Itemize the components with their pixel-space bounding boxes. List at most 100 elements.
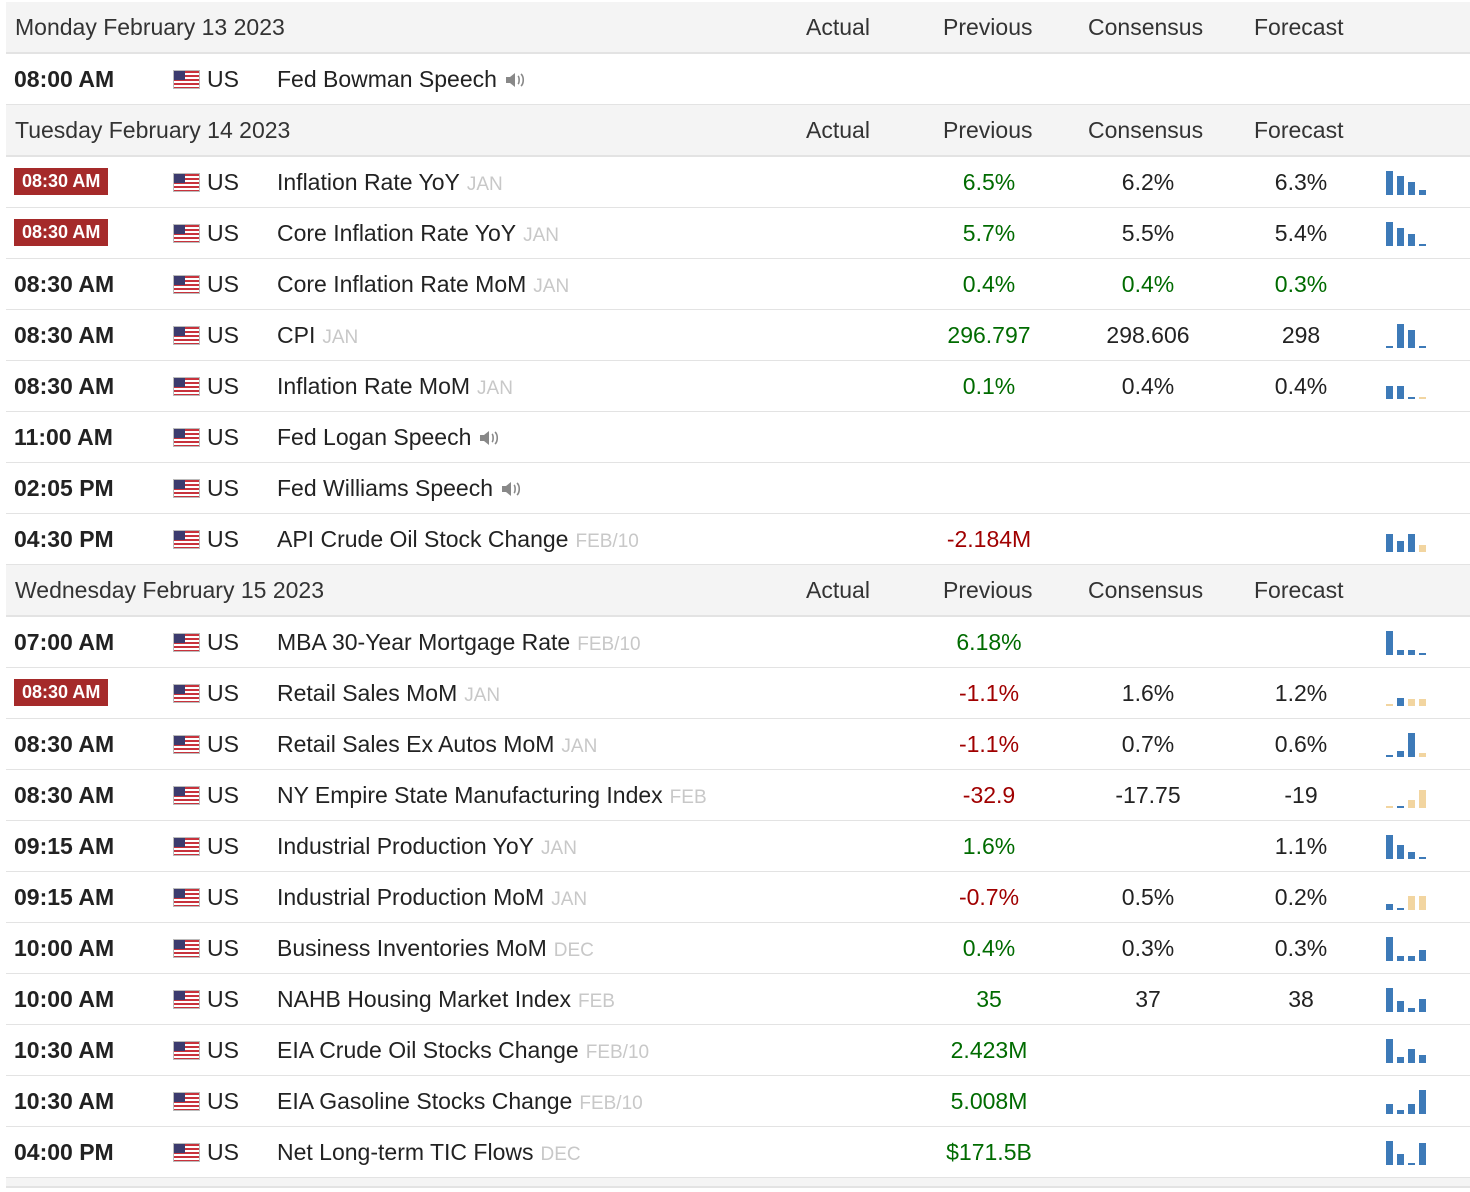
event-row[interactable]: 10:30 AM US EIA Gasoline Stocks Change FEB/… xyxy=(6,1076,1470,1127)
sparkline-bar xyxy=(1386,755,1393,757)
previous-value: 0.4% xyxy=(962,271,1016,297)
event-row[interactable]: 10:00 AM US NAHB Housing Market Index FEB 35… xyxy=(6,974,1470,1025)
sparkline-bar xyxy=(1408,733,1415,757)
event-name-link[interactable]: EIA Gasoline Stocks Change FEB/10 xyxy=(277,1088,643,1115)
sparkline-bar xyxy=(1419,857,1426,859)
event-time: 04:00 PM xyxy=(14,1139,114,1165)
column-header-consensus[interactable]: Consensus xyxy=(1088,14,1204,40)
event-row[interactable]: 08:30 AM US Retail Sales MoM JAN -1.1% 1.6% 1.… xyxy=(6,668,1470,719)
event-name-link[interactable]: Core Inflation Rate YoY JAN xyxy=(277,220,559,247)
sparkline-bar xyxy=(1397,1110,1404,1114)
event-row[interactable]: 11:00 AM US Fed Logan Speech xyxy=(6,412,1470,463)
sparkline-chart[interactable] xyxy=(1386,886,1432,910)
event-country: US xyxy=(207,424,239,450)
event-name: Net Long-term TIC Flows xyxy=(277,1139,534,1165)
sparkline-chart[interactable] xyxy=(1386,682,1432,706)
flag-canton xyxy=(174,1144,185,1153)
event-time-important: 08:30 AM xyxy=(14,219,109,246)
event-row[interactable]: 08:30 AM US NY Empire State Manufacturing … xyxy=(6,770,1470,821)
sparkline-bar xyxy=(1386,988,1393,1012)
column-header-previous[interactable]: Previous xyxy=(943,117,1033,143)
column-header-forecast[interactable]: Forecast xyxy=(1254,117,1344,143)
event-row[interactable]: 08:30 AM US Retail Sales Ex Autos MoM JAN -1… xyxy=(6,719,1470,770)
event-row[interactable]: 08:30 AM US Core Inflation Rate MoM JAN 0.4%… xyxy=(6,259,1470,310)
column-header-consensus[interactable]: Consensus xyxy=(1088,117,1204,143)
event-name-link[interactable]: Fed Williams Speech xyxy=(277,475,522,502)
event-name-link[interactable]: Retail Sales MoM JAN xyxy=(277,680,500,707)
column-header-actual[interactable]: Actual xyxy=(806,577,870,603)
us-flag-icon xyxy=(173,888,200,907)
sparkline-chart[interactable] xyxy=(1386,1141,1432,1165)
sparkline-chart[interactable] xyxy=(1386,171,1432,195)
event-name-link[interactable]: API Crude Oil Stock Change FEB/10 xyxy=(277,526,639,553)
event-name: MBA 30-Year Mortgage Rate xyxy=(277,629,571,655)
event-time: 07:00 AM xyxy=(14,629,115,655)
event-name-link[interactable]: Core Inflation Rate MoM JAN xyxy=(277,271,569,298)
event-name-link[interactable]: Inflation Rate YoY JAN xyxy=(277,169,503,196)
event-name-link[interactable]: NAHB Housing Market Index FEB xyxy=(277,986,615,1013)
day-date: Tuesday February 14 2023 xyxy=(15,117,291,143)
event-row[interactable]: 07:00 AM US MBA 30-Year Mortgage Rate FEB/1… xyxy=(6,617,1470,668)
forecast-value: 0.2% xyxy=(1274,884,1328,910)
sparkline-chart[interactable] xyxy=(1386,324,1432,348)
event-reference-period: DEC xyxy=(553,940,594,961)
event-row[interactable]: 09:15 AM US Industrial Production MoM JAN -0… xyxy=(6,872,1470,923)
sparkline-chart[interactable] xyxy=(1386,1039,1432,1063)
sparkline-chart[interactable] xyxy=(1386,835,1432,859)
event-row[interactable]: 09:15 AM US Industrial Production YoY JAN 1.… xyxy=(6,821,1470,872)
event-name-link[interactable]: Inflation Rate MoM JAN xyxy=(277,373,513,400)
column-header-forecast[interactable]: Forecast xyxy=(1254,577,1344,603)
column-header-previous[interactable]: Previous xyxy=(943,577,1033,603)
sparkline-bar xyxy=(1408,1163,1415,1165)
consensus-value: 0.4% xyxy=(1121,373,1175,399)
event-row[interactable]: 10:30 AM US EIA Crude Oil Stocks Change FEB… xyxy=(6,1025,1470,1076)
event-row[interactable]: 08:30 AM US CPI JAN 296.797 298.606 298 xyxy=(6,310,1470,361)
event-reference-period: JAN xyxy=(466,174,503,195)
event-row[interactable]: 02:05 PM US Fed Williams Speech xyxy=(6,463,1470,514)
event-row[interactable]: 08:30 AM US Inflation Rate MoM JAN 0.1% 0.4% 0… xyxy=(6,361,1470,412)
event-name-link[interactable]: Industrial Production YoY JAN xyxy=(277,833,577,860)
column-header-actual[interactable]: Actual xyxy=(806,14,870,40)
sparkline-chart[interactable] xyxy=(1386,1090,1432,1114)
sparkline-bar xyxy=(1386,904,1393,910)
sparkline-chart[interactable] xyxy=(1386,937,1432,961)
event-name-link[interactable]: MBA 30-Year Mortgage Rate FEB/10 xyxy=(277,629,641,656)
event-time: 10:00 AM xyxy=(14,935,115,961)
us-flag-icon xyxy=(173,1092,200,1111)
event-row[interactable]: 08:00 AM US Fed Bowman Speech xyxy=(6,54,1470,105)
sparkline-bar xyxy=(1408,1008,1415,1012)
column-header-forecast[interactable]: Forecast xyxy=(1254,14,1344,40)
event-country: US xyxy=(207,169,239,195)
sparkline-chart[interactable] xyxy=(1386,631,1432,655)
us-flag-icon xyxy=(173,530,200,549)
event-name-link[interactable]: NY Empire State Manufacturing Index FEB xyxy=(277,782,707,809)
sparkline-chart[interactable] xyxy=(1386,733,1432,757)
event-row[interactable]: 10:00 AM US Business Inventories MoM DEC 0.4… xyxy=(6,923,1470,974)
event-reference-period: JAN xyxy=(533,276,570,297)
column-header-consensus[interactable]: Consensus xyxy=(1088,577,1204,603)
column-header-actual[interactable]: Actual xyxy=(806,117,870,143)
event-row[interactable]: 04:00 PM US Net Long-term TIC Flows DEC $171… xyxy=(6,1127,1470,1178)
sparkline-chart[interactable] xyxy=(1386,528,1432,552)
sparkline-chart[interactable] xyxy=(1386,784,1432,808)
event-name-link[interactable]: Retail Sales Ex Autos MoM JAN xyxy=(277,731,597,758)
flag-canton xyxy=(174,1042,185,1051)
event-name-link[interactable]: Industrial Production MoM JAN xyxy=(277,884,587,911)
event-row[interactable]: 04:30 PM US API Crude Oil Stock Change FEB/… xyxy=(6,514,1470,565)
event-row[interactable]: 08:30 AM US Core Inflation Rate YoY JAN 5.7%… xyxy=(6,208,1470,259)
event-row[interactable]: 08:30 AM US Inflation Rate YoY JAN 6.5% 6.2% 6… xyxy=(6,157,1470,208)
event-name-link[interactable]: Fed Bowman Speech xyxy=(277,66,526,93)
sparkline-chart[interactable] xyxy=(1386,375,1432,399)
forecast-value: 5.4% xyxy=(1274,220,1328,246)
us-flag-icon xyxy=(173,479,200,498)
column-header-previous[interactable]: Previous xyxy=(943,14,1033,40)
event-name-link[interactable]: EIA Crude Oil Stocks Change FEB/10 xyxy=(277,1037,649,1064)
sparkline-chart[interactable] xyxy=(1386,222,1432,246)
event-name-link[interactable]: Business Inventories MoM DEC xyxy=(277,935,594,962)
event-time: 10:30 AM xyxy=(14,1088,115,1114)
sparkline-bar xyxy=(1397,176,1404,195)
event-name-link[interactable]: CPI JAN xyxy=(277,322,358,349)
event-name-link[interactable]: Net Long-term TIC Flows DEC xyxy=(277,1139,581,1166)
event-name-link[interactable]: Fed Logan Speech xyxy=(277,424,500,451)
sparkline-chart[interactable] xyxy=(1386,988,1432,1012)
